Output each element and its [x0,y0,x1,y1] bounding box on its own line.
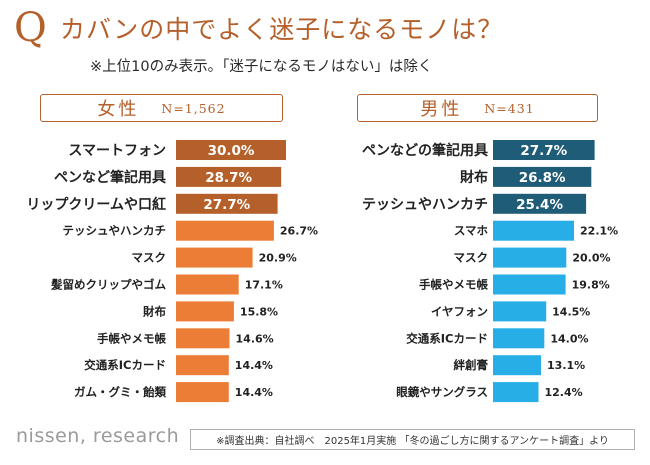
male-value-label-8: 14.0% [550,332,588,345]
male-category-label-8: 交通系ICカード [406,331,488,345]
female-label: 女性 [97,99,140,120]
male-category-label-5: マスク [454,251,489,265]
female-bar-4 [176,220,274,241]
male-value-label-7: 14.5% [552,305,590,318]
male-value-label-6: 19.8% [572,279,610,292]
female-value-label-7: 15.8% [240,305,278,318]
male-category-label-9: 絆創膏 [454,358,489,372]
female-bar-9 [176,355,229,376]
female-value-label-5: 20.9% [259,252,297,265]
chart-subtitle: ※上位10のみ表示。「迷子になるモノはない」は除く [90,59,433,75]
male-category-label-6: 手帳やメモ帳 [419,278,488,292]
female-bar-8 [176,328,230,349]
male-category-label-2: 財布 [459,169,488,186]
male-category-label-10: 眼鏡やサングラス [396,385,488,399]
male-value-label-5: 20.0% [572,252,610,265]
female-bar-3 [176,193,278,214]
male-category-label-7: イヤフォン [431,304,488,318]
female-bar-1 [176,140,286,160]
male-bar-6 [493,274,566,295]
male-value-label-9: 13.1% [547,359,585,372]
female-value-label-1: 30.0% [208,143,255,159]
male-bar-4 [493,220,574,241]
female-category-label-6: 髪留めクリップやゴム [50,278,166,292]
female-category-label-10: ガム・グミ・飴類 [74,385,166,399]
female-category-label-2: ペンなど筆記用具 [54,169,166,186]
male-bar-2 [493,166,592,187]
female-category-label-3: リップクリームや口紅 [26,196,166,213]
male-category-label-3: テッシュやハンカチ [362,197,488,213]
female-value-label-8: 14.6% [236,332,274,345]
female-sample-size: N=1,562 [161,100,226,116]
male-value-label-3: 25.4% [516,197,563,213]
female-category-label-1: スマートフォン [68,143,166,159]
female-value-label-9: 14.4% [235,359,273,372]
female-category-label-7: 財布 [142,304,166,318]
female-category-label-8: 手帳やメモ帳 [97,331,166,345]
male-bar-5 [493,247,567,268]
female-bar-2 [176,166,282,187]
male-value-label-1: 27.7% [520,143,567,159]
chart-title: カバンの中でよく迷子になるモノは？ [60,15,504,44]
female-category-label-5: マスク [132,251,167,265]
female-value-label-2: 28.7% [205,170,252,186]
female-value-label-6: 17.1% [245,279,283,292]
male-category-label-4: スマホ [454,224,489,238]
female-category-label-4: テッシュやハンカチ [63,224,167,238]
male-bar-1 [493,140,595,160]
female-bar-5 [176,247,253,268]
male-label: 男性 [420,99,463,120]
female-value-label-10: 14.4% [235,386,273,399]
male-value-label-4: 22.1% [580,225,618,238]
male-bar-3 [493,193,587,214]
female-value-label-3: 27.7% [203,197,250,213]
female-bar-6 [176,274,239,295]
female-category-label-9: 交通系ICカード [84,358,166,372]
male-header-box: 男性 N=431 [357,94,598,122]
male-bar-9 [493,355,541,376]
female-bar-7 [176,301,234,322]
male-sample-size: N=431 [484,100,535,116]
male-bar-8 [493,328,545,349]
female-header-box: 女性 N=1,562 [40,94,283,122]
male-bar-10 [493,382,539,403]
female-value-label-4: 26.7% [280,225,318,238]
male-value-label-2: 26.8% [519,170,566,186]
female-bar-10 [176,382,229,403]
brand-logo: nissen, research [16,425,180,447]
question-mark-letter: Q [14,5,47,51]
male-value-label-10: 12.4% [544,386,582,399]
male-category-label-1: ペンなどの筆記用具 [362,142,488,159]
source-note: ※調査出典：自社調べ 2025年1月実施 「冬の過ごし方に関するアンケート調査」… [190,429,635,450]
male-bar-7 [493,301,547,322]
